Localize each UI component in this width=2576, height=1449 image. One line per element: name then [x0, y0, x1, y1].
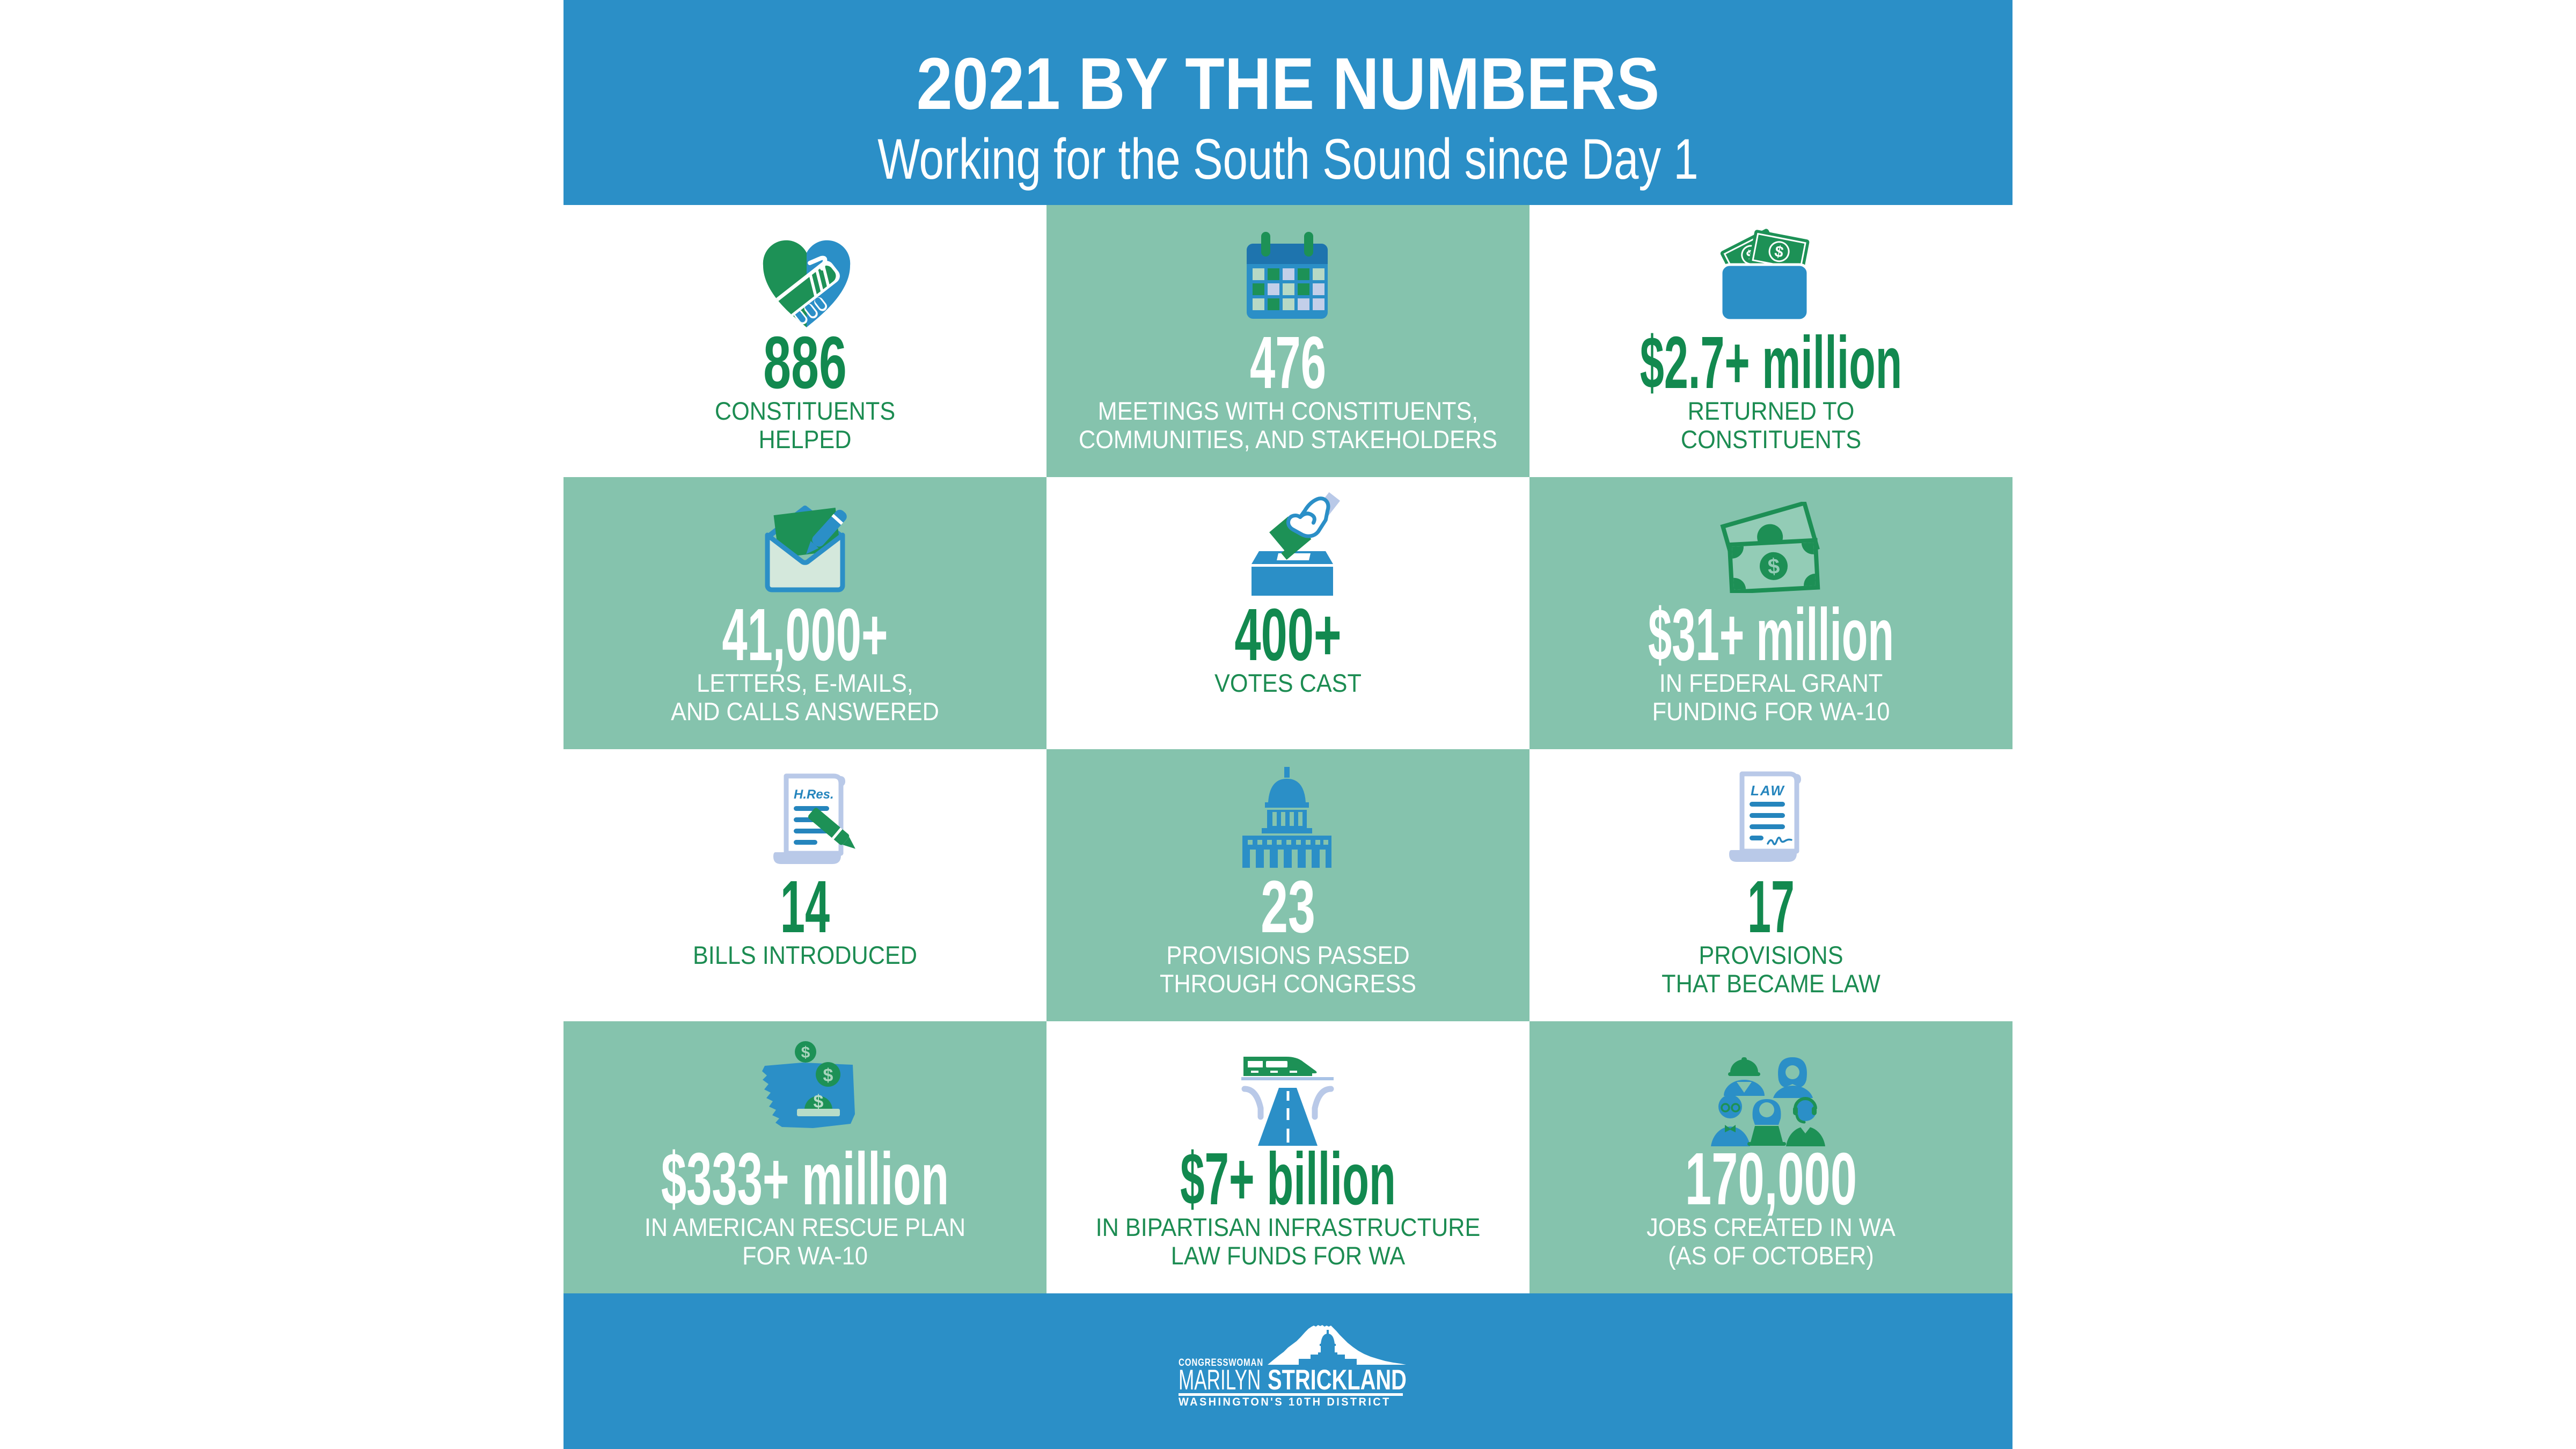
svg-text:$: $: [1773, 243, 1785, 261]
svg-text:WASHINGTON'S 10TH DISTRICT: WASHINGTON'S 10TH DISTRICT: [1179, 1396, 1391, 1409]
svg-text:STRICKLAND: STRICKLAND: [1268, 1364, 1407, 1396]
svg-text:$: $: [1767, 554, 1781, 579]
svg-text:$: $: [801, 1044, 810, 1062]
svg-text:$: $: [823, 1065, 833, 1086]
svg-text:$: $: [814, 1092, 824, 1112]
svg-text:MARILYN: MARILYN: [1179, 1364, 1261, 1396]
svg-text:LAW: LAW: [1751, 782, 1785, 799]
svg-text:CONGRESSWOMAN: CONGRESSWOMAN: [1179, 1356, 1263, 1368]
svg-text:H.Res.: H.Res.: [794, 787, 834, 802]
